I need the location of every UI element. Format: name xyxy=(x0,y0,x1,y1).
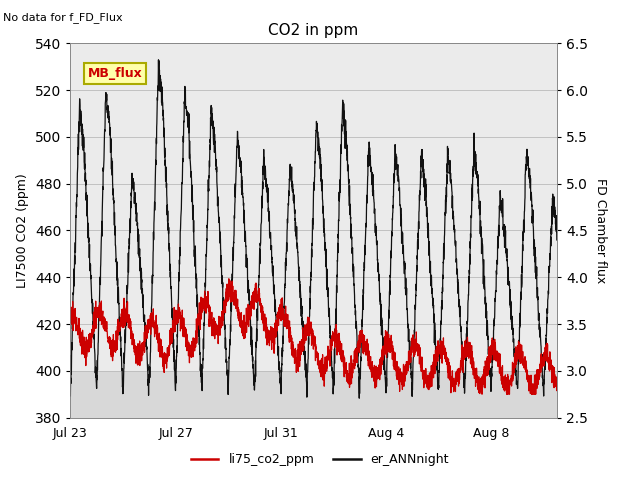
Text: No data for f_FD_Flux: No data for f_FD_Flux xyxy=(3,12,123,23)
Y-axis label: LI7500 CO2 (ppm): LI7500 CO2 (ppm) xyxy=(17,173,29,288)
Bar xyxy=(70,43,557,371)
Title: CO2 in ppm: CO2 in ppm xyxy=(268,23,359,38)
Legend: li75_co2_ppm, er_ANNnight: li75_co2_ppm, er_ANNnight xyxy=(186,448,454,471)
Text: MB_flux: MB_flux xyxy=(88,67,142,80)
Y-axis label: FD Chamber flux: FD Chamber flux xyxy=(595,178,607,283)
